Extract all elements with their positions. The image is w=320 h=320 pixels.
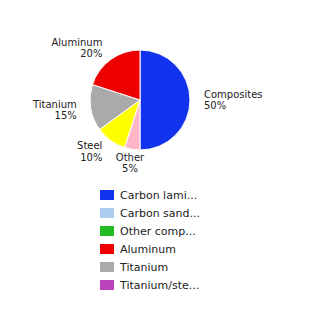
- legend-swatch: [100, 226, 114, 236]
- pie-slice: [140, 50, 190, 150]
- slice-label: Titanium15%: [32, 99, 77, 122]
- legend-item: Other comp...: [100, 225, 196, 238]
- legend-swatch: [100, 208, 114, 218]
- legend: Carbon lami... Carbon sand... Other comp..…: [100, 189, 200, 292]
- legend-swatch: [100, 190, 114, 200]
- legend-label: Aluminum: [120, 243, 176, 256]
- slice-value: 5%: [122, 163, 138, 174]
- slice-category: Titanium: [32, 99, 77, 110]
- legend-swatch: [100, 244, 114, 254]
- slice-value: 15%: [55, 110, 77, 121]
- slice-label: Aluminum20%: [51, 37, 102, 60]
- slice-label: Other5%: [116, 152, 145, 175]
- legend-swatch: [100, 280, 114, 290]
- slice-category: Aluminum: [51, 37, 102, 48]
- slice-category: Other: [116, 152, 145, 163]
- legend-label: Carbon sand...: [120, 207, 200, 220]
- slice-category: Composites: [204, 89, 263, 100]
- legend-label: Other comp...: [120, 225, 196, 238]
- legend-item: Titanium/ste...: [100, 279, 199, 292]
- slice-label: Steel10%: [77, 140, 102, 163]
- legend-label: Titanium: [119, 261, 168, 274]
- slice-labels: Composites50%Other5%Steel10%Titanium15%A…: [32, 37, 263, 174]
- slice-label: Composites50%: [204, 89, 263, 112]
- legend-item: Aluminum: [100, 243, 176, 256]
- pie: [90, 50, 190, 150]
- chart: Composites50%Other5%Steel10%Titanium15%A…: [0, 0, 320, 320]
- legend-swatch: [100, 262, 114, 272]
- legend-item: Carbon lami...: [100, 189, 197, 202]
- legend-item: Carbon sand...: [100, 207, 200, 220]
- slice-value: 50%: [204, 100, 226, 111]
- legend-label: Titanium/ste...: [119, 279, 199, 292]
- legend-item: Titanium: [100, 261, 168, 274]
- slice-value: 20%: [80, 48, 102, 59]
- legend-label: Carbon lami...: [120, 189, 197, 202]
- slice-category: Steel: [77, 140, 102, 151]
- slice-value: 10%: [80, 152, 102, 163]
